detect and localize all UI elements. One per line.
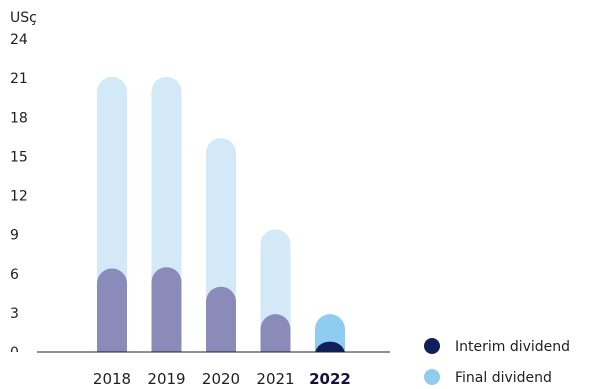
y-tick-label: 18: [10, 110, 28, 126]
x-category-label: 2022: [309, 370, 351, 388]
y-tick-label: 21: [10, 71, 28, 87]
legend-swatch: [424, 369, 440, 385]
bar-interim-dividend-2020: [206, 286, 236, 367]
x-category-label: 2019: [147, 370, 185, 388]
y-tick-label: 15: [10, 149, 28, 165]
y-tick-label: 24: [10, 32, 28, 48]
x-category-label: 2021: [256, 370, 294, 388]
y-unit-label: USç: [10, 10, 37, 26]
x-category-label: 2020: [202, 370, 240, 388]
y-tick-label: 12: [10, 189, 28, 205]
legend-label: Final dividend: [455, 370, 552, 386]
bar-interim-dividend-2018: [97, 268, 127, 367]
legend-label: Interim dividend: [455, 339, 570, 355]
y-tick-label: 3: [10, 306, 19, 322]
baseline-mask: [0, 352, 420, 389]
bar-interim-dividend-2019: [151, 267, 182, 367]
legend-swatch: [424, 338, 440, 354]
y-tick-label: 9: [10, 228, 19, 244]
x-category-label: 2018: [93, 370, 131, 388]
y-tick-label: 6: [10, 267, 19, 283]
